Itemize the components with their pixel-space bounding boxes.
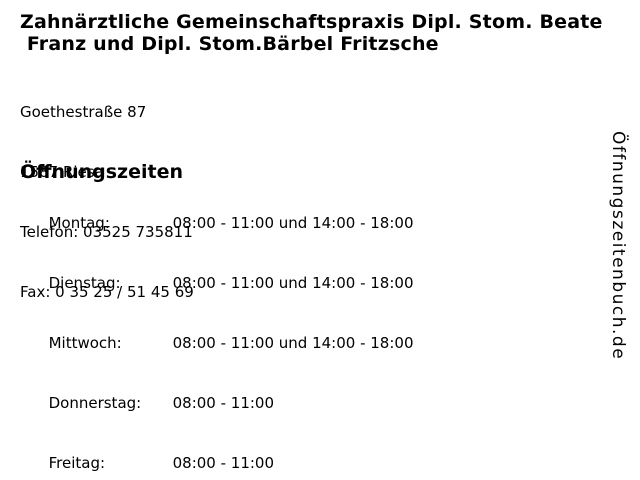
schedule-row-monday: Montag: 08:00 - 11:00 und 14:00 - 18:00 — [20, 193, 414, 253]
day-hours: 08:00 - 11:00 und 14:00 - 18:00 — [172, 274, 414, 292]
address-city: 1587 Riesa — [20, 163, 104, 181]
watermark-site-name: Öffnungszeitenbuch.de — [608, 131, 628, 361]
day-label: Montag: — [48, 214, 110, 232]
day-label: Mittwoch: — [48, 334, 122, 352]
day-hours: 08:00 - 11:00 und 14:00 - 18:00 — [172, 334, 414, 352]
schedule-row-tuesday: Dienstag: 08:00 - 11:00 und 14:00 - 18:00 — [20, 253, 414, 313]
schedule-row-thursday: Donnerstag: 08:00 - 11:00 — [20, 373, 414, 433]
day-hours: 08:00 - 11:00 und 14:00 - 18:00 — [172, 214, 414, 232]
fax-number: Fax: 0 35 25 / 51 45 69 — [20, 283, 194, 301]
day-label: Freitag: — [48, 454, 106, 472]
contact-info: Goethestraße 87 1587 Riesa Telefon: 0352… — [20, 62, 194, 342]
schedule-row-wednesday: Mittwoch: 08:00 - 11:00 und 14:00 - 18:00 — [20, 313, 414, 373]
day-hours: 08:00 - 11:00 — [172, 394, 275, 412]
schedule-row-friday: Freitag: 08:00 - 11:00 — [20, 433, 414, 480]
day-hours: 08:00 - 11:00 — [172, 454, 275, 472]
address-street: Goethestraße 87 — [20, 103, 147, 121]
page-title: Zahnärztliche Gemeinschaftspraxis Dipl. … — [20, 11, 603, 55]
opening-hours-table: Montag: 08:00 - 11:00 und 14:00 - 18:00 D… — [20, 193, 414, 480]
opening-hours-heading: Öffnungszeiten — [20, 161, 183, 183]
phone-number: Telefon: 03525 735811 — [20, 223, 193, 241]
day-label: Dienstag: — [48, 274, 121, 292]
day-label: Donnerstag: — [48, 394, 142, 412]
